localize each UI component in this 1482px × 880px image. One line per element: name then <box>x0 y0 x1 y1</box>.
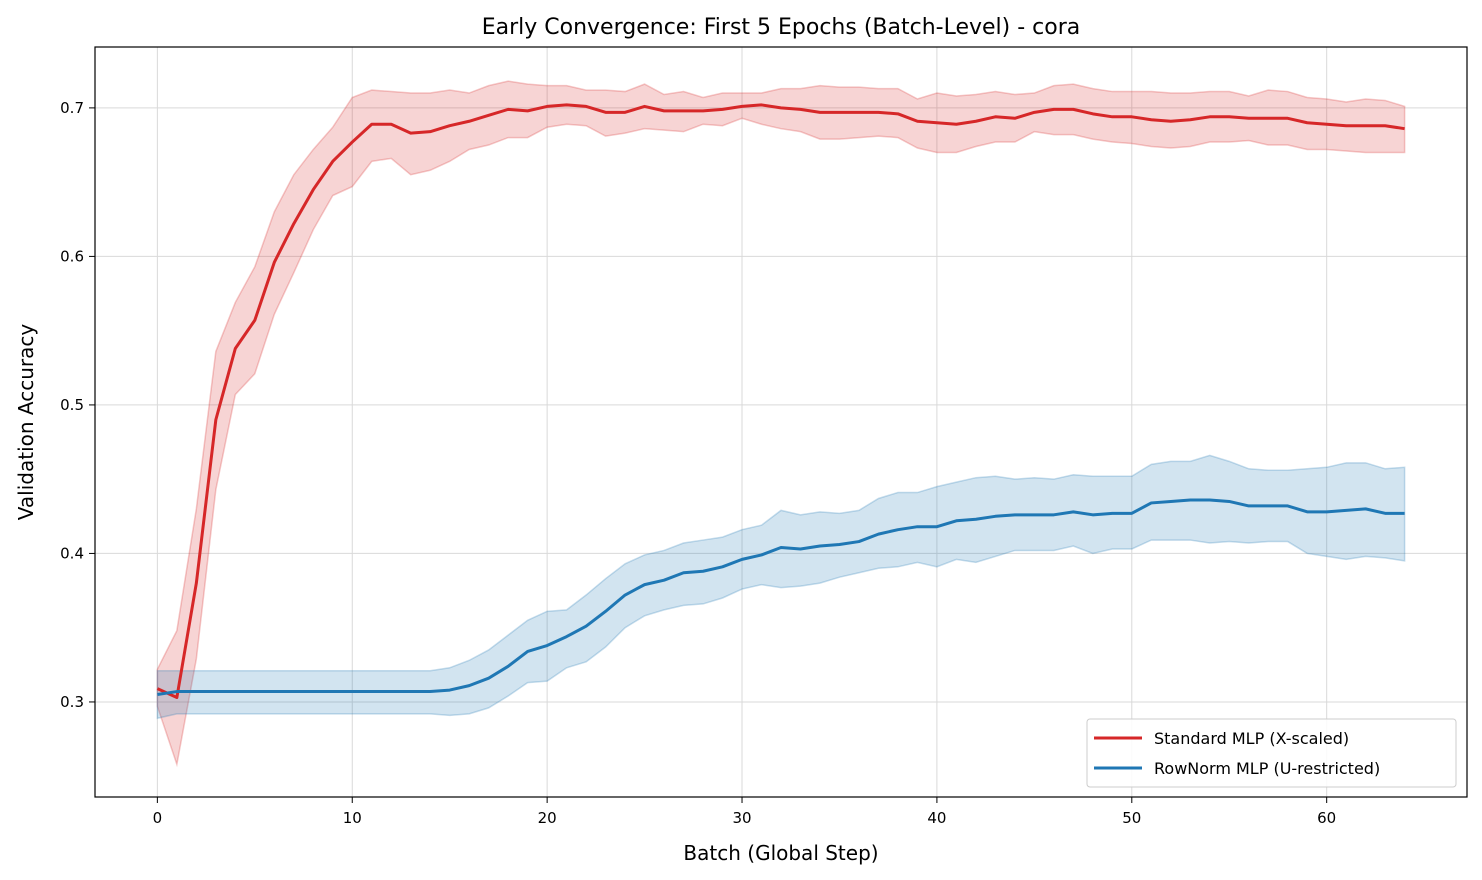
x-tick-label: 60 <box>1317 809 1336 827</box>
confidence-bands <box>156 80 1406 768</box>
y-tick-label: 0.4 <box>60 544 84 562</box>
x-tick-label: 0 <box>153 809 163 827</box>
plot-area-frame <box>94 46 1468 798</box>
x-tick-label: 20 <box>538 809 557 827</box>
line-rownorm-mlp <box>157 498 1405 697</box>
legend-box <box>1086 718 1457 788</box>
legend-label-rownorm-mlp: RowNorm MLP (U-restricted) <box>1154 759 1380 778</box>
x-tick-label: 10 <box>343 809 362 827</box>
y-tick-label: 0.6 <box>60 247 84 265</box>
band-standard-mlp <box>156 80 1406 768</box>
grid-layer <box>95 47 1467 797</box>
y-tick-label: 0.7 <box>60 99 84 117</box>
y-tick-label: 0.5 <box>60 396 84 414</box>
axis-ticks: 0 10 20 30 40 50 60 0.3 0.4 0.5 0.6 0.7 <box>60 99 1336 827</box>
series-lines <box>156 103 1405 699</box>
y-tick-label: 0.3 <box>60 693 84 711</box>
x-axis-label: Batch (Global Step) <box>683 841 878 865</box>
chart-title: Early Convergence: First 5 Epochs (Batch… <box>482 15 1081 40</box>
x-tick-label: 40 <box>927 809 946 827</box>
legend: Standard MLP (X-scaled) RowNorm MLP (U-r… <box>1086 718 1457 788</box>
band-rownorm-mlp <box>156 454 1406 720</box>
legend-label-standard-mlp: Standard MLP (X-scaled) <box>1154 729 1349 748</box>
x-tick-label: 50 <box>1122 809 1141 827</box>
y-axis-label: Validation Accuracy <box>14 324 38 521</box>
line-standard-mlp <box>156 103 1405 699</box>
x-tick-label: 30 <box>732 809 751 827</box>
